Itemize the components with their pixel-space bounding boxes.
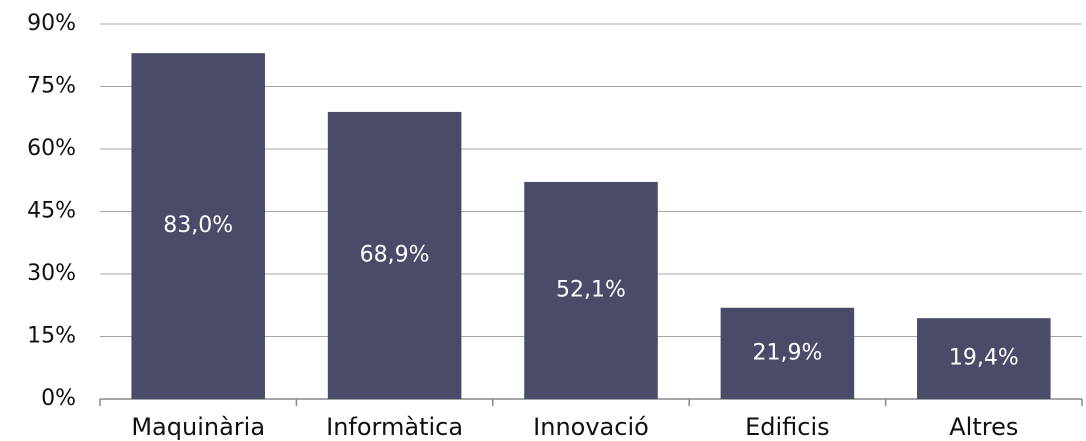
data-label: 19,4%: [949, 346, 1019, 371]
x-tick-label: Edificis: [745, 413, 830, 441]
y-tick-label: 45%: [27, 199, 76, 224]
y-tick-label: 30%: [27, 261, 76, 286]
x-tick-label: Innovació: [533, 413, 649, 441]
data-label: 68,9%: [360, 242, 430, 267]
y-tick-label: 75%: [27, 74, 76, 99]
y-tick-label: 90%: [27, 11, 76, 36]
x-tick-label: Maquinària: [131, 413, 265, 441]
bar: [720, 307, 855, 399]
x-tick-label: Informàtica: [326, 413, 463, 441]
bar: [524, 181, 658, 399]
bar: [917, 318, 1051, 399]
bar: [131, 53, 265, 400]
y-tick-label: 60%: [27, 136, 76, 161]
x-tick-label: Altres: [949, 413, 1018, 441]
y-tick-label: 0%: [41, 386, 76, 411]
y-tick-label: 15%: [27, 324, 76, 349]
data-label: 83,0%: [163, 213, 233, 238]
data-label: 52,1%: [556, 277, 626, 302]
data-label: 21,9%: [752, 340, 822, 365]
bar: [327, 111, 462, 400]
